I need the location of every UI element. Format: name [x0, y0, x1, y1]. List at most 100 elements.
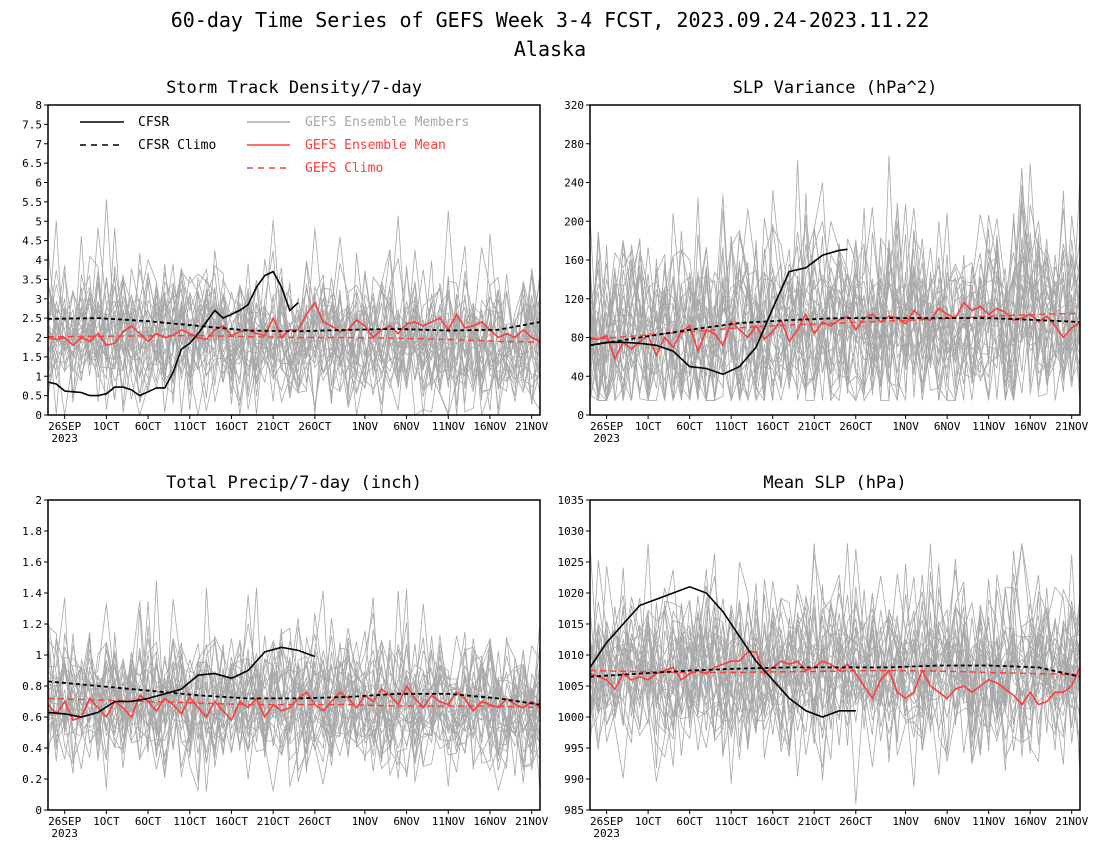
x-tick-label: 16NOV: [473, 420, 506, 433]
x-tick-label: 1NOV: [892, 420, 919, 433]
x-tick-label: 16NOV: [473, 815, 506, 828]
x-tick-label: 26OCT: [298, 815, 331, 828]
x-tick-label: 26SEP: [590, 420, 623, 433]
y-tick-label: 0.8: [22, 680, 42, 693]
y-tick-label: 985: [564, 804, 584, 817]
ensemble-member-line: [47, 601, 541, 778]
y-tick-label: 1.6: [22, 556, 42, 569]
x-tick-label: 21OCT: [257, 420, 290, 433]
x-tick-label: 6OCT: [135, 815, 162, 828]
series-cfsr: [589, 585, 856, 718]
x-tick-label: 21NOV: [1055, 420, 1088, 433]
chart-legend: CFSR CFSR Climo GEFS Ensemble Members GE…: [80, 115, 469, 176]
x-tick-label: 26OCT: [839, 815, 872, 828]
ensemble-member-line: [589, 574, 1081, 777]
y-tick-label: 1.2: [22, 618, 42, 631]
y-tick-label: 160: [564, 254, 584, 267]
ensemble-members: [47, 199, 541, 417]
legend-label-gefs-mean: GEFS Ensemble Mean: [305, 138, 446, 153]
ensemble-member-line: [589, 195, 1081, 401]
plot-frame: [589, 499, 1081, 811]
ensemble-member-line: [47, 258, 541, 416]
y-tick-label: 0.2: [22, 773, 42, 786]
ensemble-member-line: [47, 580, 541, 790]
panel-title: Mean SLP (hPa): [763, 473, 906, 493]
y-tick-label: 120: [564, 293, 584, 306]
y-tick-label: 7: [35, 138, 42, 151]
ensemble-member-line: [589, 550, 1081, 747]
y-tick-label: 4.5: [22, 235, 42, 248]
x-tick-label: 11NOV: [432, 420, 465, 433]
y-tick-label: 280: [564, 138, 584, 151]
ensemble-member-line: [47, 633, 541, 767]
y-tick-label: 6.5: [22, 157, 42, 170]
y-tick-label: 2.5: [22, 312, 42, 325]
figure-subtitle: Alaska: [514, 37, 586, 61]
ensemble-member-line: [47, 271, 541, 405]
legend-label-members: GEFS Ensemble Members: [305, 115, 469, 130]
ensemble-member-line: [47, 252, 541, 416]
ensemble-member-line: [589, 209, 1081, 401]
legend-label-cfsr-climo: CFSR Climo: [138, 138, 216, 153]
panel-total-precip: Total Precip/7-day (inch)00.20.40.60.811…: [22, 473, 548, 840]
panel-title: Total Precip/7-day (inch): [166, 473, 422, 493]
y-tick-label: 0: [577, 409, 584, 422]
y-tick-label: 8: [35, 99, 42, 112]
series-gefs-ensemble-mean: [47, 684, 541, 722]
ensemble-member-line: [589, 548, 1081, 788]
series-gefs-climo: [47, 334, 541, 343]
y-tick-label: 1: [35, 370, 42, 383]
x-tick-label: 16NOV: [1014, 420, 1047, 433]
series-cfsr: [47, 646, 316, 718]
x-tick-label: 16OCT: [215, 815, 248, 828]
x-tick-label: 16OCT: [756, 420, 789, 433]
ensemble-member-line: [589, 543, 1081, 772]
ensemble-member-line: [47, 270, 541, 405]
x-year-label: 2023: [51, 432, 78, 445]
x-tick-label: 1OCT: [93, 815, 120, 828]
x-tick-label: 11NOV: [972, 815, 1005, 828]
panel-storm-track-density: Storm Track Density/7-day 0 0.5 1 1.5 2 2.5 3 3.…: [22, 78, 548, 445]
x-tick-label: 26OCT: [839, 420, 872, 433]
x-tick-label: 6NOV: [393, 815, 420, 828]
x-tick-label: 21NOV: [515, 420, 548, 433]
x-tick-label: 6NOV: [393, 420, 420, 433]
y-tick-label: 0: [35, 409, 42, 422]
y-tick-label: 4: [35, 254, 42, 267]
ensemble-member-line: [47, 265, 541, 414]
y-tick-label: 1015: [558, 618, 585, 631]
y-tick-label: 80: [571, 332, 584, 345]
y-tick-label: 0.5: [22, 390, 42, 403]
panel-title: Storm Track Density/7-day: [166, 78, 422, 98]
x-tick-label: 16OCT: [756, 815, 789, 828]
ensemble-members: [589, 155, 1081, 403]
series-cfsr: [47, 270, 299, 397]
ensemble-member-line: [589, 187, 1081, 401]
ensemble-member-line: [589, 167, 1081, 402]
x-tick-label: 6NOV: [934, 815, 961, 828]
legend-label-gefs-climo: GEFS Climo: [305, 161, 383, 176]
y-tick-label: 240: [564, 177, 584, 190]
ensemble-member-line: [589, 207, 1081, 403]
x-tick-label: 11OCT: [715, 420, 748, 433]
ensemble-member-line: [589, 204, 1081, 402]
series-cfsr: [589, 248, 848, 376]
y-tick-label: 6: [35, 177, 42, 190]
x-tick-label: 16NOV: [1014, 815, 1047, 828]
x-tick-label: 11OCT: [173, 420, 206, 433]
panel-slp-variance: SLP Variance (hPa^2) 0 40 80 120 160 200 240 280…: [564, 78, 1088, 445]
x-tick-label: 16OCT: [215, 420, 248, 433]
ensemble-member-line: [589, 543, 1081, 751]
panel-mean-slp: Mean SLP (hPa) 985 990 995 1000 1005 1010 1015 1…: [558, 473, 1089, 840]
ensemble-members: [47, 580, 541, 792]
x-tick-label: 1NOV: [352, 815, 379, 828]
y-tick-label: 3: [35, 293, 42, 306]
plot-frame: [47, 104, 541, 416]
y-tick-label: 200: [564, 215, 584, 228]
y-tick-label: 1000: [558, 711, 585, 724]
ensemble-members: [589, 543, 1081, 804]
x-tick-label: 26SEP: [48, 815, 81, 828]
ensemble-member-line: [589, 560, 1081, 756]
figure-title: 60-day Time Series of GEFS Week 3-4 FCST…: [171, 8, 930, 32]
